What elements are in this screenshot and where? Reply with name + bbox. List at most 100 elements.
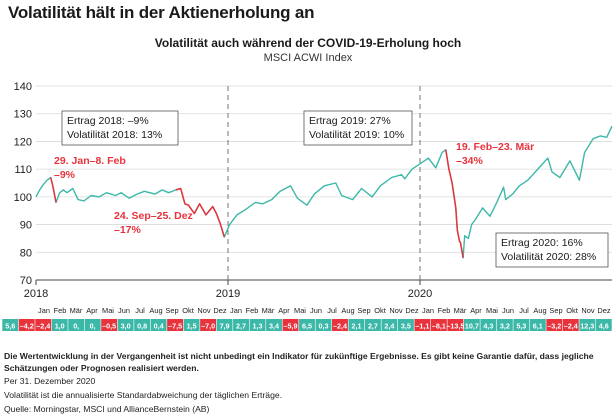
annotation-box-text: Volatilität 2019: 10% [309,129,404,141]
month-label: Sep [549,306,562,315]
annotation-box-text: Ertrag 2018: –9% [67,115,149,127]
return-cell [150,319,167,331]
drawdown-line [445,149,464,258]
chart-title: Volatilität auch während der COVID-19-Er… [154,36,462,50]
annotation-box [303,110,413,146]
return-value: –8,1 [432,322,446,331]
return-cell [332,319,348,331]
y-tick-label: 120 [14,136,32,148]
return-value: 7,9 [220,322,230,331]
return-value: 0, [90,322,96,331]
month-label: Aug [341,306,354,315]
drawdown-label: 24. Sep–25. Dez [114,210,193,222]
month-label: Jan [38,306,50,315]
month-label: Okt [374,306,386,315]
return-cell [2,319,19,331]
month-label: Feb [246,306,259,315]
as-of-text: Per 31. Dezember 2020 [4,376,96,386]
return-value: –3,2 [547,322,561,331]
return-value: 2,1 [351,322,361,331]
return-cell [414,319,431,331]
month-label: Mär [262,306,275,315]
month-label: Mai [486,306,498,315]
return-value: 3,0 [121,322,131,331]
month-label: Jan [422,306,434,315]
month-label: Nov [197,306,210,315]
return-cell [579,319,596,331]
drawdown-line [49,177,57,203]
y-tick-label: 100 [14,192,32,204]
y-tick-label: 80 [20,247,32,259]
return-cell [480,319,497,331]
month-label: Dez [597,306,610,315]
return-cell [381,319,398,331]
return-value: –1,1 [415,322,429,331]
return-cell [266,319,282,331]
x-year-label: 2018 [24,288,48,300]
month-label: Okt [182,306,194,315]
return-cell [200,319,217,331]
return-value: 1,3 [253,322,263,331]
x-year-label: 2019 [216,288,240,300]
month-label: Sep [357,306,370,315]
return-value: 6,5 [302,322,312,331]
month-label: Feb [438,306,451,315]
drawdown-label: 19. Feb–23. Mär [456,141,534,153]
month-label: Jan [230,306,242,315]
annotation-box [495,232,609,268]
month-label: Mär [70,306,83,315]
annotation-box-text: Volatilität 2018: 13% [67,129,162,141]
month-label: Dez [213,306,226,315]
return-cell [134,319,151,331]
drawdown-label: 29. Jan–8. Feb [54,155,126,167]
return-value: 10,7 [465,322,479,331]
return-cell [397,319,414,331]
return-value: –7,5 [168,322,182,331]
volatility-note: Volatilität ist die annualisierte Standa… [4,390,283,400]
y-tick-label: 140 [14,81,32,93]
return-value: –2,4 [333,322,347,331]
return-value: 6,1 [533,322,543,331]
return-cell [513,319,530,331]
return-value: 0,4 [154,322,164,331]
month-label: Jun [118,306,130,315]
return-cell [282,319,299,331]
return-value: 4,3 [483,322,493,331]
x-year-label: 2020 [408,288,432,300]
chart-subtitle: MSCI ACWI Index [263,52,353,64]
index-line [35,125,613,259]
return-cell [183,319,200,331]
month-label: Apr [86,306,98,315]
return-cell [233,319,249,331]
return-value: –0,5 [102,322,116,331]
return-cell [18,319,35,331]
annotation-box [61,110,179,146]
return-value: 2,4 [384,322,394,331]
month-label: Nov [581,306,594,315]
return-value: 0,3 [318,322,328,331]
month-label: Okt [566,306,578,315]
month-label: Mai [294,306,306,315]
month-label: Aug [533,306,546,315]
return-cell [68,319,85,331]
return-cell [496,319,513,331]
return-cell [299,319,315,331]
return-cell [430,319,447,331]
y-tick-label: 90 [20,220,32,232]
page-title: Volatilität hält in der Aktienerholung a… [8,3,315,22]
return-cell [315,319,332,331]
month-label: Jul [135,306,145,315]
month-label: Jul [519,306,529,315]
month-label: Jul [327,306,337,315]
return-cell [84,319,101,331]
return-value: 5,3 [516,322,526,331]
month-label: Sep [165,306,178,315]
return-cell [101,319,118,331]
return-value: 4,6 [599,322,609,331]
month-label: Mai [102,306,114,315]
return-cell [117,319,134,331]
return-value: 12,3 [580,322,594,331]
return-cell [35,319,52,331]
y-tick-label: 130 [14,109,32,121]
month-label: Apr [278,306,290,315]
